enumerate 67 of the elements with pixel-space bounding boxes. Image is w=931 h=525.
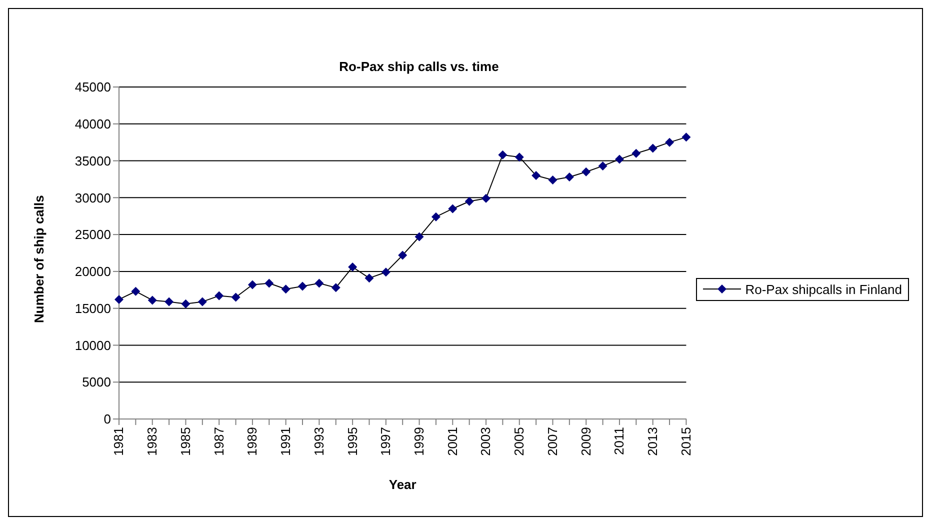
y-tick-label: 20000 — [74, 264, 111, 280]
x-axis-title: Year — [388, 477, 416, 492]
point — [181, 299, 190, 308]
x-tick-label: 2007 — [544, 427, 560, 456]
y-axis-title: Number of ship calls — [32, 195, 47, 323]
y-tick-label: 5000 — [82, 374, 111, 390]
y-tick-label: 0 — [104, 412, 111, 427]
point — [648, 144, 658, 153]
x-tick-label: 1989 — [244, 427, 260, 456]
x-tick-label: 1987 — [211, 427, 226, 456]
point — [414, 232, 424, 242]
x-tick-label: 2003 — [478, 427, 494, 456]
point — [114, 294, 124, 304]
point — [532, 171, 541, 180]
point — [131, 286, 140, 296]
x-tick-label: 1993 — [311, 427, 326, 456]
point — [464, 196, 474, 206]
x-tick-label: 1985 — [178, 427, 193, 456]
point — [231, 292, 240, 302]
x-tick-label: 1999 — [412, 427, 427, 456]
x-tick-label: 2005 — [512, 427, 527, 456]
point — [348, 262, 358, 272]
x-tick-label: 2009 — [578, 427, 594, 456]
point — [148, 296, 157, 305]
point — [281, 284, 290, 294]
point — [248, 280, 257, 290]
point — [548, 175, 558, 184]
point — [582, 167, 591, 176]
point — [164, 297, 174, 306]
x-tick-label: 2001 — [444, 427, 460, 456]
point — [431, 212, 440, 222]
point — [498, 150, 508, 160]
x-tick-label: 1983 — [144, 427, 160, 456]
point — [682, 132, 691, 142]
point — [482, 194, 491, 203]
y-tick-label: 40000 — [74, 116, 111, 132]
x-tick-label: 1991 — [278, 427, 294, 456]
legend-label: Ro-Pax shipcalls in Finland — [745, 282, 902, 296]
point — [364, 274, 374, 283]
x-tick-label: 1981 — [111, 427, 126, 456]
point — [514, 152, 524, 162]
chart-title: Ro-Pax ship calls vs. time — [338, 59, 500, 74]
x-tick-label: 1997 — [378, 427, 394, 456]
point — [198, 297, 207, 306]
point — [448, 204, 458, 214]
y-tick-label: 10000 — [74, 338, 111, 353]
y-tick-label: 35000 — [74, 153, 111, 168]
point — [665, 138, 674, 147]
x-tick-label: 2011 — [612, 427, 627, 455]
x-tick-label: 2013 — [645, 427, 660, 456]
point — [398, 250, 408, 260]
y-tick-label: 30000 — [74, 190, 111, 206]
point — [298, 282, 308, 291]
y-tick-label: 15000 — [74, 300, 111, 316]
point — [331, 283, 340, 292]
point — [614, 154, 624, 164]
point — [564, 172, 574, 182]
point — [632, 148, 641, 158]
x-tick-label: 1995 — [344, 427, 360, 456]
point — [381, 268, 390, 277]
point — [598, 161, 608, 170]
y-tick-label: 25000 — [74, 227, 111, 242]
point — [314, 278, 324, 288]
x-tick-label: 2015 — [678, 427, 694, 456]
y-tick-label: 45000 — [74, 80, 111, 95]
point — [214, 291, 224, 300]
point — [264, 278, 274, 288]
